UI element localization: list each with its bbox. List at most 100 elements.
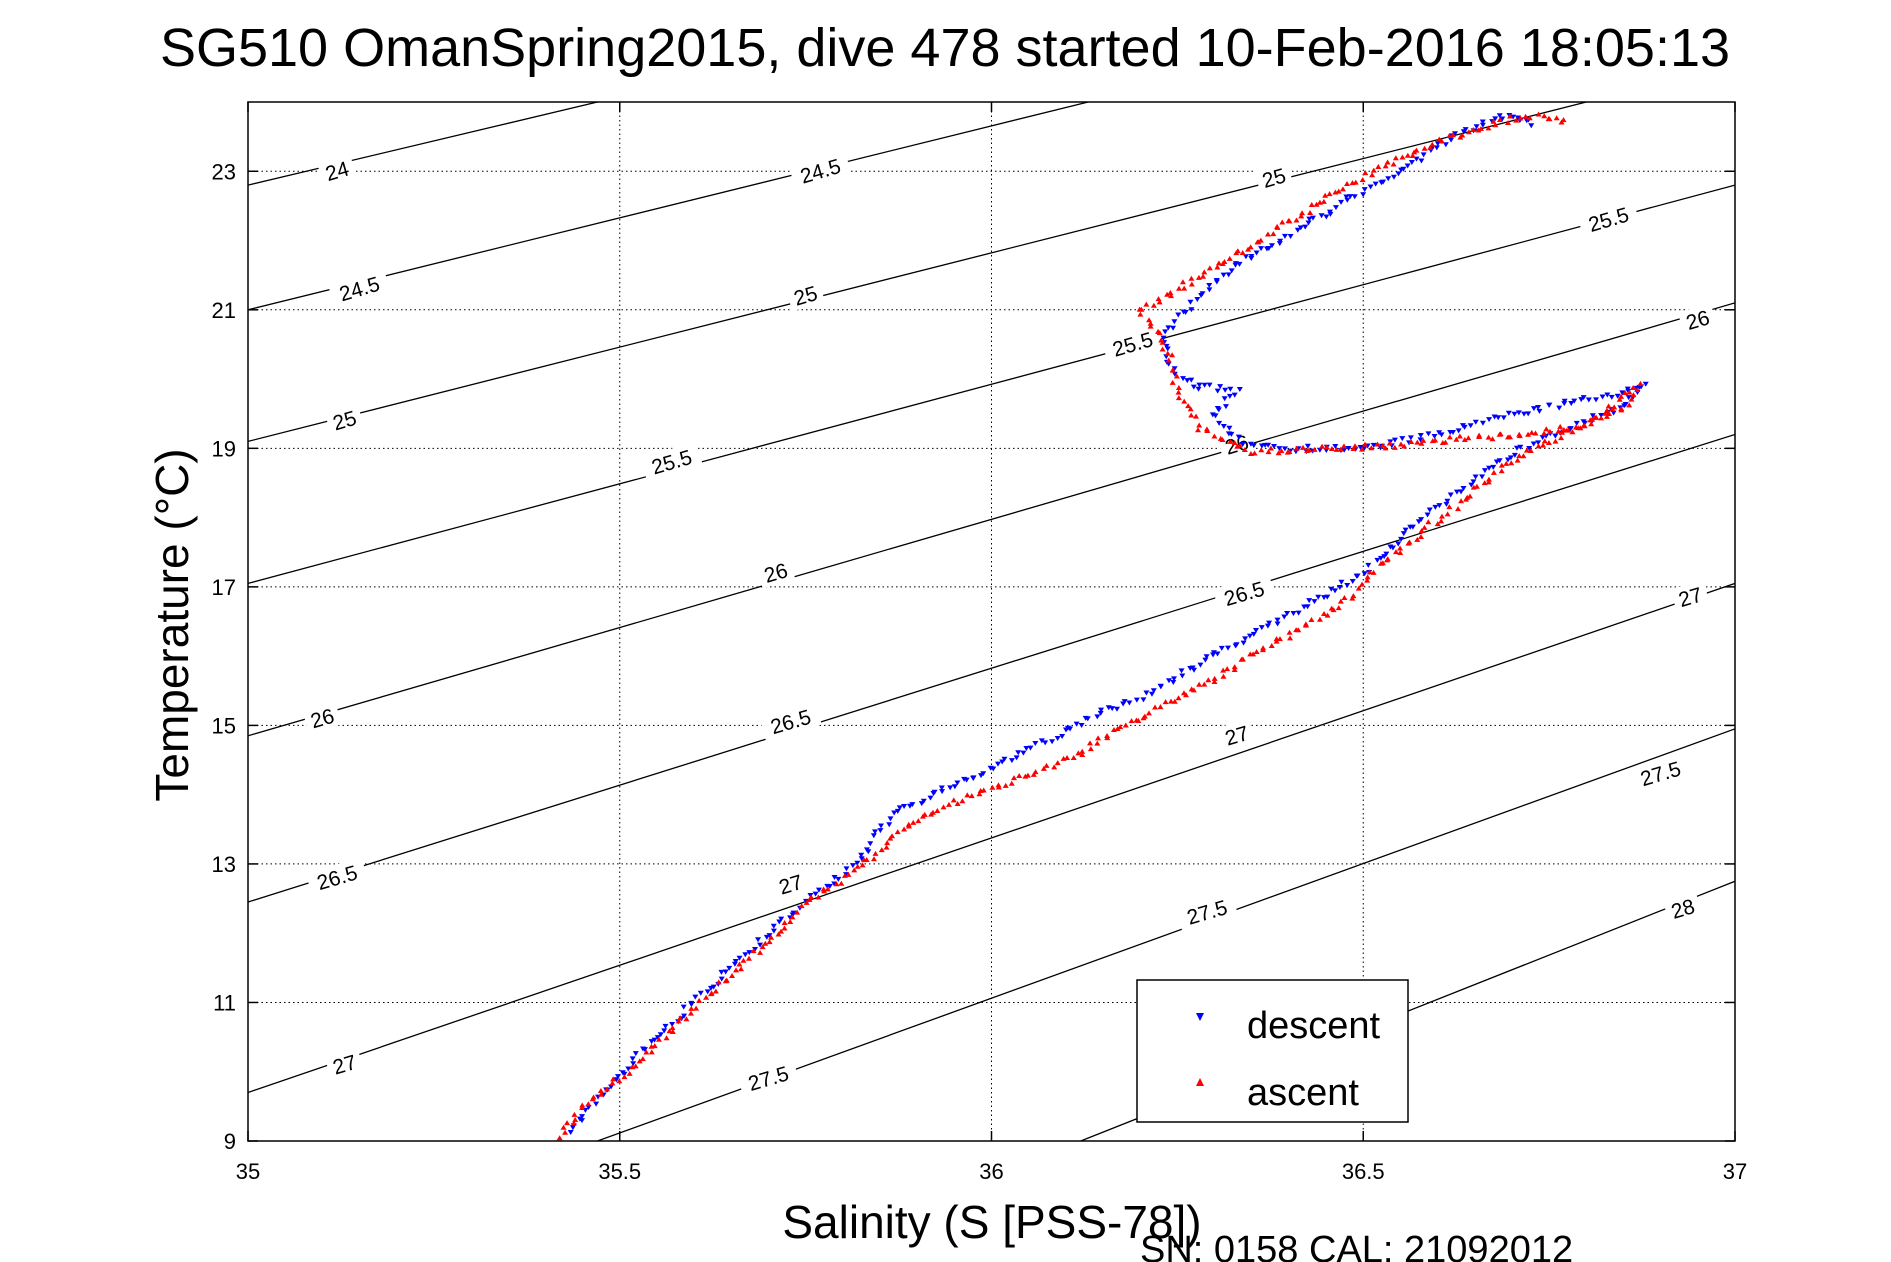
- descent-point: [1568, 400, 1575, 406]
- ascent-point: [768, 934, 775, 940]
- descent-point: [776, 919, 783, 925]
- descent-point: [1175, 312, 1182, 318]
- ascent-point: [1391, 444, 1398, 450]
- ascent-point: [1122, 722, 1129, 728]
- ascent-point: [1220, 667, 1227, 673]
- ascent-point: [1175, 389, 1182, 395]
- ascent-point: [1181, 398, 1188, 404]
- descent-point: [608, 1084, 615, 1090]
- ascent-point: [1364, 577, 1371, 583]
- ascent-point: [901, 826, 908, 832]
- descent-point: [1521, 411, 1528, 417]
- density-contours: [248, 102, 1735, 1141]
- ascent-point: [929, 809, 936, 815]
- descent-point: [1196, 382, 1203, 388]
- descent-point: [1148, 691, 1155, 697]
- ascent-point: [1429, 141, 1436, 147]
- descent-point: [1227, 386, 1234, 392]
- ascent-point: [666, 1028, 673, 1034]
- descent-point: [1391, 437, 1398, 443]
- ascent-point: [1359, 446, 1366, 452]
- descent-point: [1361, 571, 1368, 577]
- descent-point: [1385, 176, 1392, 182]
- ascent-point: [1145, 710, 1152, 716]
- descent-point: [1431, 433, 1438, 439]
- ascent-point: [1274, 223, 1281, 229]
- descent-point: [854, 860, 861, 866]
- ascent-point: [1546, 428, 1553, 434]
- ascent-point: [1552, 438, 1559, 444]
- descent-point: [1530, 406, 1537, 412]
- ascent-point: [626, 1070, 633, 1076]
- ascent-point: [1506, 113, 1513, 119]
- ascent-point: [1224, 666, 1231, 672]
- ascent-point: [1211, 433, 1218, 439]
- ascent-point: [1157, 704, 1164, 710]
- descent-point: [1203, 654, 1210, 660]
- ascent-point: [1259, 647, 1266, 653]
- descent-point: [1408, 159, 1415, 165]
- ascent-point: [1231, 667, 1238, 673]
- descent-point: [1528, 123, 1535, 129]
- y-tick-label: 19: [212, 436, 236, 461]
- ascent-point: [1299, 210, 1306, 216]
- ascent-point: [1543, 426, 1550, 432]
- descent-point: [1242, 254, 1249, 260]
- ascent-point: [556, 1135, 563, 1141]
- ascent-point: [1054, 760, 1061, 766]
- descent-point: [1274, 621, 1281, 627]
- descent-point: [1271, 443, 1278, 449]
- descent-point: [1468, 482, 1475, 488]
- ascent-point: [1470, 127, 1477, 133]
- ascent-point: [1603, 413, 1610, 419]
- ascent-point: [1159, 346, 1166, 352]
- descent-point: [1571, 398, 1578, 404]
- ascent-point: [1392, 155, 1399, 161]
- descent-point: [894, 808, 901, 814]
- descent-point: [1252, 627, 1259, 633]
- ascent-point: [1285, 218, 1292, 224]
- contour-label-bg: [324, 1047, 365, 1081]
- ascent-point: [1438, 518, 1445, 524]
- descent-point: [722, 969, 729, 975]
- descent-point: [891, 810, 898, 816]
- descent-point: [1378, 180, 1385, 186]
- ascent-point: [915, 818, 922, 824]
- descent-point: [1188, 377, 1195, 383]
- ascent-point: [1408, 438, 1415, 444]
- descent-point: [887, 816, 894, 822]
- descent-point: [1295, 610, 1302, 616]
- descent-point: [1426, 507, 1433, 513]
- descent-point: [1098, 707, 1105, 713]
- contour-label-bg: [640, 441, 703, 481]
- descent-point: [1424, 512, 1431, 518]
- descent-point: [1381, 554, 1388, 560]
- contour-label-bg: [1577, 199, 1640, 239]
- ascent-point: [1185, 403, 1192, 409]
- descent-point: [1513, 445, 1520, 451]
- descent-point: [669, 1021, 676, 1027]
- ascent-point: [579, 1105, 586, 1111]
- descent-point: [746, 950, 753, 956]
- descent-point: [1225, 645, 1232, 651]
- ascent-point: [1114, 726, 1121, 732]
- legend[interactable]: descent ascent: [1136, 979, 1409, 1123]
- density-contour-26.5: [248, 433, 1735, 903]
- ascent-point: [562, 1129, 569, 1135]
- ascent-point: [1516, 433, 1523, 439]
- ascent-point: [1190, 687, 1197, 693]
- ascent-point: [1366, 569, 1373, 575]
- descent-point: [1221, 396, 1228, 402]
- descent-point: [1438, 432, 1445, 438]
- ascent-point: [1602, 410, 1609, 416]
- descent-point: [906, 803, 913, 809]
- contour-label-bg: [785, 278, 826, 312]
- descent-point: [1220, 424, 1227, 430]
- contour-label-bg: [759, 701, 822, 741]
- ascent-point: [1456, 433, 1463, 439]
- descent-point: [707, 985, 714, 991]
- descent-point: [1619, 390, 1626, 396]
- ascent-point: [1175, 285, 1182, 291]
- density-contour-26: [248, 302, 1735, 737]
- ascent-point: [1359, 581, 1366, 587]
